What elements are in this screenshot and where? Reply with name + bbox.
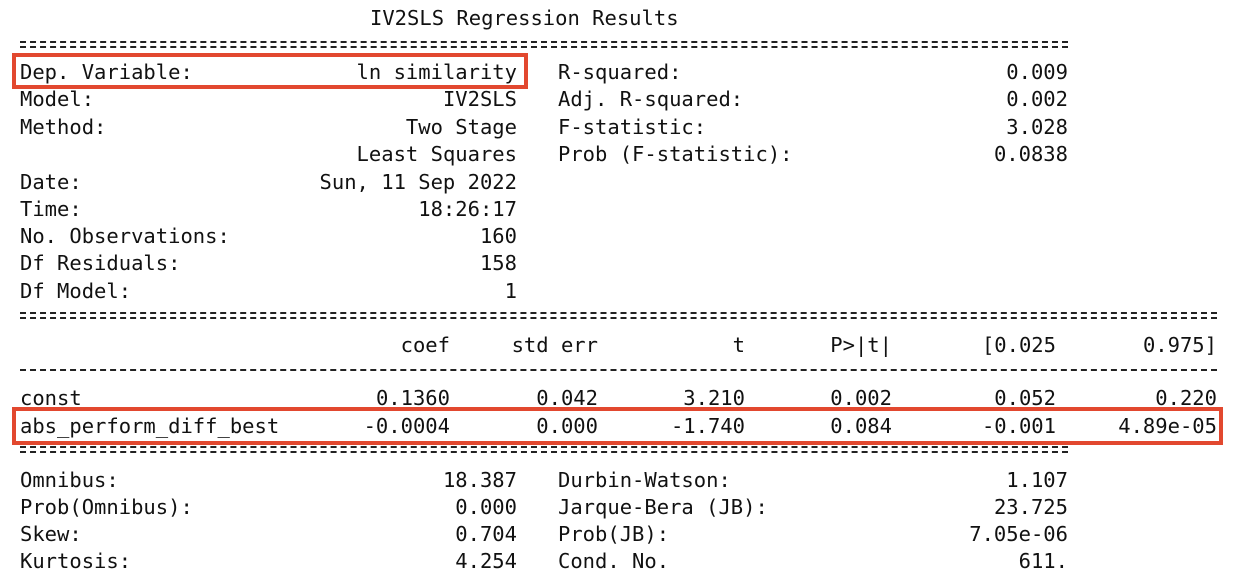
highlight-dep-variable bbox=[12, 53, 528, 89]
std-err-value: 0.042 bbox=[536, 386, 598, 410]
cond-no-value: 611. bbox=[1018, 549, 1068, 573]
prob-jb-value: 7.05e-06 bbox=[969, 522, 1068, 546]
dep-variable-label: Dep. Variable: bbox=[20, 60, 193, 84]
time-value: 18:26:17 bbox=[418, 197, 517, 221]
omnibus-label: Omnibus: bbox=[20, 468, 119, 492]
date-label: Date: bbox=[20, 170, 82, 194]
kurtosis-label: Kurtosis: bbox=[20, 549, 132, 573]
durbin-watson-value: 1.107 bbox=[1006, 468, 1068, 492]
jarque-bera-value: 23.725 bbox=[993, 495, 1068, 519]
header-p-value: P>|t| bbox=[830, 333, 892, 357]
p-value: 0.002 bbox=[830, 386, 892, 410]
dep-variable-value: ln similarity bbox=[356, 60, 517, 84]
skew-value: 0.704 bbox=[455, 522, 517, 546]
prob-omnibus-value: 0.000 bbox=[455, 495, 517, 519]
coef-row-name: const bbox=[20, 386, 82, 410]
coef-row-name: abs_perform_diff_best bbox=[20, 414, 280, 438]
separator-top bbox=[20, 41, 1068, 48]
header-ci-lower: [0.025 bbox=[981, 333, 1056, 357]
std-err-value: 0.000 bbox=[536, 414, 598, 438]
model-value: IV2SLS bbox=[442, 87, 517, 111]
skew-label: Skew: bbox=[20, 522, 82, 546]
method-label: Method: bbox=[20, 115, 107, 139]
kurtosis-value: 4.254 bbox=[455, 549, 517, 573]
separator-coef-top bbox=[20, 312, 1217, 319]
model-label: Model: bbox=[20, 87, 95, 111]
time-label: Time: bbox=[20, 197, 82, 221]
table-title: IV2SLS Regression Results bbox=[370, 6, 679, 30]
t-value: -1.740 bbox=[670, 414, 745, 438]
df-model-label: Df Model: bbox=[20, 279, 132, 303]
f-statistic-label: F-statistic: bbox=[558, 115, 707, 139]
header-std-err: std err bbox=[511, 333, 598, 357]
jarque-bera-label: Jarque-Bera (JB): bbox=[558, 495, 768, 519]
observations-label: No. Observations: bbox=[20, 224, 230, 248]
prob-f-statistic-label: Prob (F-statistic): bbox=[558, 142, 793, 166]
date-value: Sun, 11 Sep 2022 bbox=[319, 170, 517, 194]
omnibus-value: 18.387 bbox=[442, 468, 517, 492]
adj-r-squared-value: 0.002 bbox=[1006, 87, 1068, 111]
r-squared-value: 0.009 bbox=[1006, 60, 1068, 84]
p-value: 0.084 bbox=[830, 414, 892, 438]
r-squared-label: R-squared: bbox=[558, 60, 682, 84]
separator-coef-mid bbox=[20, 369, 1217, 371]
df-model-value: 1 bbox=[504, 279, 517, 303]
coef-value: -0.0004 bbox=[363, 414, 450, 438]
prob-jb-label: Prob(JB): bbox=[558, 522, 670, 546]
separator-coef-bottom bbox=[20, 446, 1068, 453]
prob-f-statistic-value: 0.0838 bbox=[993, 142, 1068, 166]
df-residuals-value: 158 bbox=[479, 251, 517, 275]
ci-lower-value: -0.001 bbox=[981, 414, 1056, 438]
highlight-abs-perform-row bbox=[12, 407, 1223, 445]
method-value-continued: Least Squares bbox=[356, 142, 517, 166]
observations-value: 160 bbox=[479, 224, 517, 248]
ci-upper-value: 0.220 bbox=[1155, 386, 1217, 410]
adj-r-squared-label: Adj. R-squared: bbox=[558, 87, 744, 111]
method-value: Two Stage bbox=[405, 115, 517, 139]
header-ci-upper: 0.975] bbox=[1142, 333, 1217, 357]
ci-upper-value: 4.89e-05 bbox=[1118, 414, 1217, 438]
ci-lower-value: 0.052 bbox=[994, 386, 1056, 410]
f-statistic-value: 3.028 bbox=[1006, 115, 1068, 139]
coef-value: 0.1360 bbox=[375, 386, 450, 410]
t-value: 3.210 bbox=[683, 386, 745, 410]
header-coef: coef bbox=[400, 333, 450, 357]
cond-no-label: Cond. No. bbox=[558, 549, 670, 573]
df-residuals-label: Df Residuals: bbox=[20, 251, 181, 275]
header-t: t bbox=[732, 333, 745, 357]
prob-omnibus-label: Prob(Omnibus): bbox=[20, 495, 193, 519]
durbin-watson-label: Durbin-Watson: bbox=[558, 468, 731, 492]
